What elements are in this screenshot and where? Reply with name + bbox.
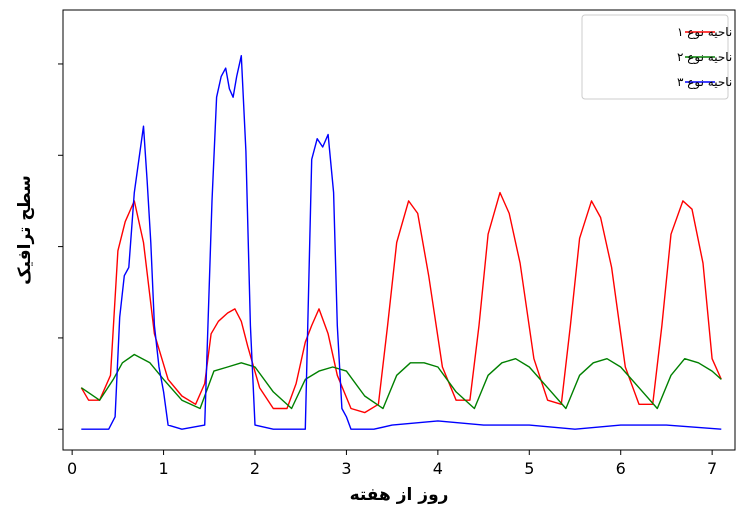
x-axis: 0 1 2 3 4 5 6 7 [67,450,717,478]
legend: ناحیه نوع ۱ ناحیه نوع ۲ ناحیه نوع ۳ [581,14,732,100]
x-axis-title: روز از هفته [350,485,449,505]
x-tick-label: 6 [616,459,626,478]
series-line-2 [80,353,722,410]
x-tick-label: 5 [524,459,534,478]
x-tick-label: 1 [158,459,168,478]
x-tick-label: 2 [250,459,260,478]
legend-box [581,14,729,100]
legend-label-2: ناحیه نوع ۲ [677,50,732,65]
y-axis [58,63,63,430]
x-tick-label: 3 [341,459,351,478]
series-line-1 [80,191,722,414]
x-tick-label: 7 [707,459,717,478]
series-line-3 [81,55,722,430]
legend-label-3: ناحیه نوع ۳ [677,75,732,90]
series-layer [80,55,722,430]
y-axis-title: سطح ترافیک [15,175,35,285]
legend-label-1: ناحیه نوع ۱ [677,25,732,40]
x-tick-label: 4 [433,459,443,478]
plot-frame [62,9,736,451]
x-tick-label: 0 [67,459,77,478]
